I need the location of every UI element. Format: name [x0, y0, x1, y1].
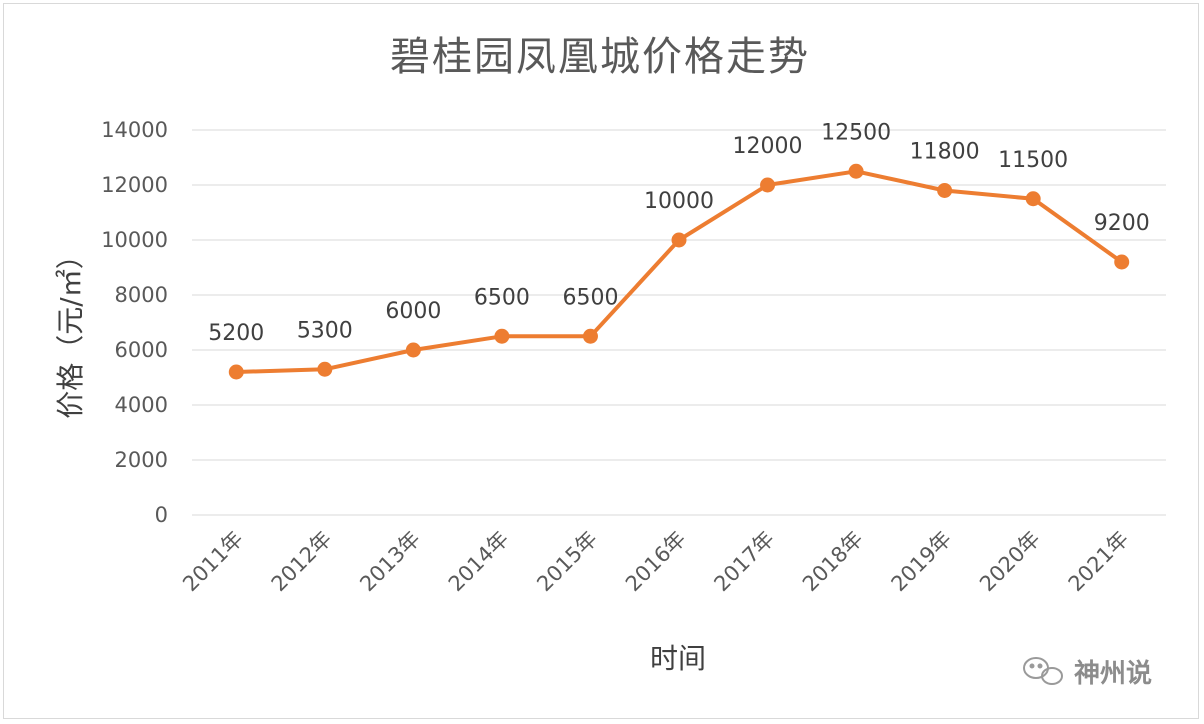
x-tick-label: 2015年	[532, 527, 602, 597]
data-point	[937, 183, 953, 198]
data-label: 11500	[998, 148, 1068, 173]
data-label: 6000	[385, 299, 441, 324]
y-tick-label: 10000	[101, 228, 168, 252]
data-label: 6500	[562, 285, 618, 310]
x-tick-label: 2020年	[975, 527, 1045, 597]
y-axis-title: 价格（元/㎡）	[54, 241, 87, 418]
data-point	[494, 328, 510, 344]
data-labels: 5200 5300 6000 6500 6500 10000 12000 12500 11800…	[208, 120, 1149, 346]
data-label: 5300	[297, 318, 353, 343]
data-point	[228, 364, 244, 380]
x-tick-label: 2018年	[798, 527, 868, 597]
data-point	[1114, 254, 1130, 270]
y-tick-label: 8000	[115, 283, 168, 307]
data-point	[760, 177, 776, 193]
y-tick-label: 6000	[115, 338, 168, 362]
data-point	[848, 163, 864, 179]
data-point	[405, 342, 421, 358]
x-axis-title: 时间	[650, 642, 706, 675]
data-label: 12500	[821, 120, 891, 145]
data-label: 6500	[474, 285, 530, 310]
watermark-text: 神州说	[1074, 659, 1152, 689]
y-tick-label: 0	[155, 503, 168, 527]
data-label: 11800	[910, 140, 980, 165]
data-point	[317, 361, 333, 377]
data-label: 9200	[1094, 211, 1150, 236]
wechat-icon	[1023, 657, 1063, 685]
data-point	[671, 232, 687, 248]
data-label: 10000	[644, 189, 714, 214]
watermark: 神州说	[1023, 657, 1152, 689]
x-tick-label: 2016年	[621, 527, 691, 597]
chart-frame	[3, 3, 1199, 719]
x-tick-label: 2019年	[887, 527, 957, 597]
x-tick-label: 2012年	[267, 527, 337, 597]
x-tick-label: 2013年	[355, 527, 425, 597]
x-tick-labels: 2011年 2012年 2013年 2014年 2015年 2016年 2017年 2018年…	[178, 527, 1133, 597]
data-label: 12000	[733, 134, 803, 159]
y-tick-label: 14000	[101, 118, 168, 142]
data-point	[1025, 191, 1041, 207]
x-tick-label: 2014年	[444, 527, 514, 597]
y-tick-label: 4000	[115, 393, 168, 417]
data-point	[582, 328, 598, 344]
data-points	[228, 163, 1130, 380]
y-tick-label: 2000	[115, 448, 168, 472]
y-tick-label: 12000	[101, 173, 168, 197]
data-label: 5200	[208, 321, 264, 346]
x-tick-label: 2011年	[178, 527, 248, 597]
chart-title: 碧桂园凤凰城价格走势	[390, 34, 810, 80]
x-tick-label: 2017年	[709, 527, 779, 597]
x-tick-label: 2021年	[1064, 527, 1134, 597]
y-tick-labels: 0 2000 4000 6000 8000 10000 12000 14000	[101, 118, 168, 527]
